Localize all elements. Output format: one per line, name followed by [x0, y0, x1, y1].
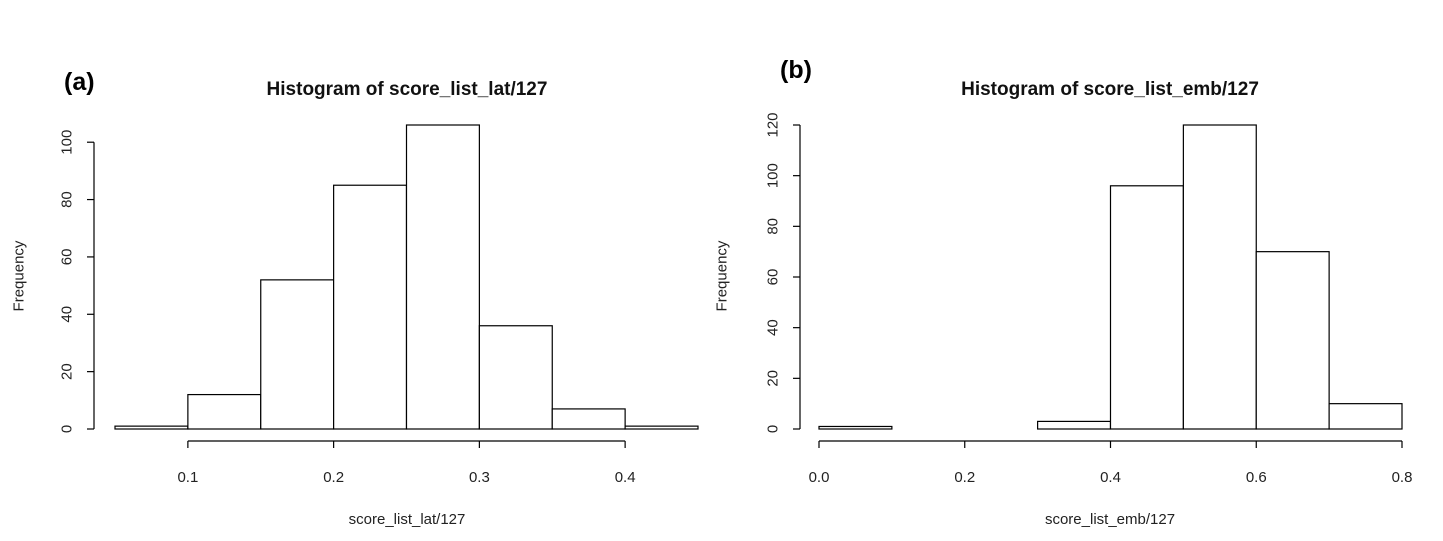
x-tick-label: 0.4 — [1100, 469, 1121, 486]
histogram-bar — [1182, 124, 1257, 430]
histogram-bar — [1037, 420, 1112, 430]
histogram-plot-b: 0.0 0.2 0.4 0.6 0.8 0 20 40 60 80 100 120 — [765, 112, 1413, 486]
chart-title-a: Histogram of score_list_lat/127 — [266, 79, 548, 100]
histogram-bar — [405, 124, 480, 430]
chart-title-b: Histogram of score_list_emb/127 — [961, 79, 1259, 100]
x-tick-label: 0.3 — [469, 469, 490, 486]
y-tick-label: 0 — [59, 425, 76, 433]
histogram-bar — [1109, 185, 1184, 430]
histogram-bar — [260, 279, 335, 430]
histogram-panel-a: 0.1 0.2 0.3 0.4 0 20 40 60 80 100 (a) Histogram o… — [0, 0, 720, 541]
y-tick-label: 100 — [59, 130, 76, 155]
histogram-plot-a: 0.1 0.2 0.3 0.4 0 20 40 60 80 100 — [59, 124, 699, 486]
histogram-panel-b: 0.0 0.2 0.4 0.6 0.8 0 20 40 60 80 100 120 (b) Histo… — [714, 0, 1443, 541]
histogram-bar — [818, 425, 893, 430]
y-tick-label: 60 — [765, 269, 782, 286]
y-axis-label-b: Frequency — [713, 240, 731, 312]
histogram-bar — [1255, 251, 1330, 430]
x-tick-label: 0.6 — [1246, 469, 1267, 486]
y-tick-label: 80 — [59, 191, 76, 208]
y-axis-label-a: Frequency — [10, 240, 28, 312]
y-tick-label: 40 — [59, 306, 76, 323]
y-tick-label: 100 — [765, 163, 782, 188]
x-axis-label-b: score_list_emb/127 — [1044, 511, 1176, 528]
panel-label-a: (a) — [64, 68, 95, 96]
x-tick-label: 0.2 — [954, 469, 975, 486]
histogram-bar — [551, 408, 626, 430]
x-tick-label: 0.0 — [809, 469, 830, 486]
histogram-bar — [114, 425, 189, 430]
x-tick-label: 0.8 — [1392, 469, 1413, 486]
x-tick-label: 0.1 — [177, 469, 198, 486]
panel-label-b: (b) — [780, 56, 812, 84]
histogram-bar — [333, 184, 408, 430]
histogram-bar — [187, 393, 262, 430]
x-tick-label: 0.4 — [615, 469, 636, 486]
y-tick-label: 80 — [765, 218, 782, 235]
histogram-bar — [1328, 403, 1403, 430]
histogram-bar — [478, 325, 553, 430]
y-tick-label: 20 — [59, 363, 76, 380]
histogram-bar — [624, 425, 699, 430]
y-tick-label: 120 — [765, 112, 782, 137]
x-tick-label: 0.2 — [323, 469, 344, 486]
y-tick-label: 20 — [765, 370, 782, 387]
x-axis-label-a: score_list_lat/127 — [348, 511, 466, 528]
y-tick-label: 60 — [59, 249, 76, 266]
y-tick-label: 40 — [765, 319, 782, 336]
y-tick-label: 0 — [765, 425, 782, 433]
